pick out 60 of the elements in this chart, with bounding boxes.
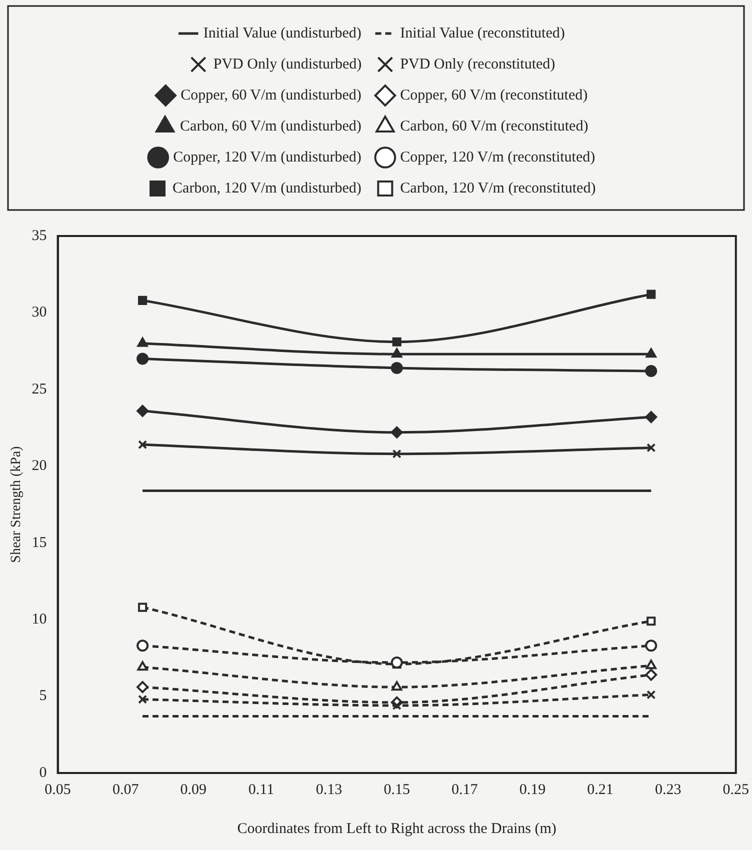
point (138, 694, 148, 704)
x-tick-label: 0.05 (44, 782, 71, 798)
point (137, 661, 148, 671)
point (646, 443, 656, 452)
point (137, 337, 148, 347)
legend-label: Copper, 120 V/m (reconstituted) (400, 149, 596, 166)
x-tick-label: 0.07 (112, 782, 140, 798)
legend-label: Carbon, 120 V/m (reconstituted) (400, 180, 596, 196)
x-tick-label: 0.15 (384, 782, 410, 798)
x-tick-label: 0.25 (722, 782, 749, 798)
x-tick-label: 0.13 (316, 782, 342, 798)
point (646, 690, 656, 700)
y-tick-label: 25 (32, 381, 47, 398)
x-tick-label: 0.23 (654, 782, 682, 798)
y-tick-label: 5 (39, 688, 47, 704)
y-tick-label: 35 (32, 228, 47, 244)
x-tick-label: 0.19 (519, 782, 546, 798)
point (138, 296, 148, 305)
y-tick-label: 10 (32, 612, 47, 628)
y-tick-label: 20 (32, 458, 47, 474)
point (646, 290, 656, 299)
point (392, 681, 402, 691)
legend-label: PVD Only (reconstituted) (400, 56, 556, 72)
legend-label: Carbon, 60 V/m (undisturbed) (180, 118, 362, 134)
x-axis-title: Coordinates from Left to Right across the Drains (m) (237, 820, 556, 837)
x-tick-label: 0.11 (248, 782, 274, 798)
legend-label: Carbon, 120 V/m (undisturbed) (172, 180, 362, 196)
point (392, 449, 402, 458)
legend-label: Copper, 60 V/m (undisturbed) (180, 87, 362, 104)
point (645, 668, 658, 681)
point (138, 440, 148, 450)
point (645, 365, 658, 378)
legend-label: Copper, 120 V/m (undisturbed) (173, 149, 362, 166)
legend-label: Carbon, 60 V/m (reconstituted) (400, 118, 588, 134)
legend-label: Initial Value (reconstituted) (400, 25, 565, 42)
y-tick-label: 15 (32, 534, 47, 551)
point (136, 404, 149, 417)
point (390, 426, 403, 438)
point (392, 337, 402, 346)
point (646, 660, 656, 670)
point (136, 681, 149, 694)
point (392, 700, 402, 710)
point (645, 411, 658, 424)
y-axis-title: Shear Strength (kPa) (9, 446, 24, 563)
legend-label: PVD Only (undisturbed) (213, 56, 362, 72)
y-tick-label: 0 (39, 764, 47, 781)
point (645, 640, 658, 652)
x-tick-label: 0.09 (180, 782, 207, 798)
legend-label: Copper, 60 V/m (reconstituted) (400, 87, 588, 104)
point (392, 348, 402, 358)
y-tick-label: 30 (32, 304, 47, 321)
point (646, 348, 656, 358)
point (136, 352, 149, 365)
x-tick-label: 0.21 (587, 782, 614, 798)
legend-label: Initial Value (undisturbed) (203, 25, 362, 42)
point (138, 602, 148, 612)
point (136, 640, 149, 652)
point (390, 362, 403, 374)
point (646, 616, 656, 626)
x-tick-label: 0.17 (452, 782, 478, 798)
